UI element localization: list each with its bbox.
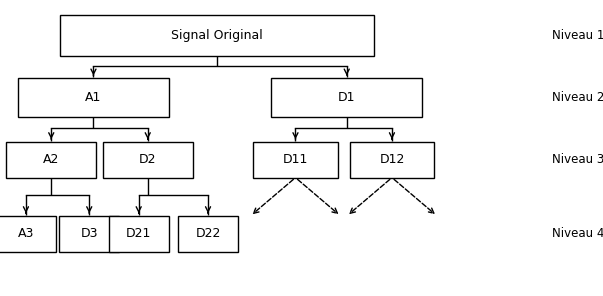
FancyBboxPatch shape: [350, 142, 434, 178]
FancyBboxPatch shape: [18, 78, 169, 117]
FancyBboxPatch shape: [0, 216, 56, 252]
Text: D11: D11: [283, 153, 308, 166]
Text: D22: D22: [195, 227, 221, 240]
Text: Niveau 4: Niveau 4: [552, 227, 603, 240]
FancyBboxPatch shape: [178, 216, 238, 252]
Text: D12: D12: [379, 153, 405, 166]
Text: A2: A2: [43, 153, 60, 166]
FancyBboxPatch shape: [271, 78, 422, 117]
Text: D21: D21: [126, 227, 151, 240]
FancyBboxPatch shape: [109, 216, 169, 252]
Text: D2: D2: [139, 153, 157, 166]
Text: A1: A1: [85, 91, 102, 104]
Text: Niveau 1: Niveau 1: [552, 29, 603, 42]
Text: Niveau 2: Niveau 2: [552, 91, 603, 104]
Text: A3: A3: [17, 227, 34, 240]
Text: Niveau 3: Niveau 3: [552, 153, 603, 166]
FancyBboxPatch shape: [103, 142, 193, 178]
FancyBboxPatch shape: [6, 142, 96, 178]
Text: D3: D3: [80, 227, 98, 240]
FancyBboxPatch shape: [60, 15, 374, 56]
Text: D1: D1: [338, 91, 356, 104]
FancyBboxPatch shape: [59, 216, 119, 252]
Text: Signal Original: Signal Original: [171, 29, 263, 42]
FancyBboxPatch shape: [253, 142, 338, 178]
